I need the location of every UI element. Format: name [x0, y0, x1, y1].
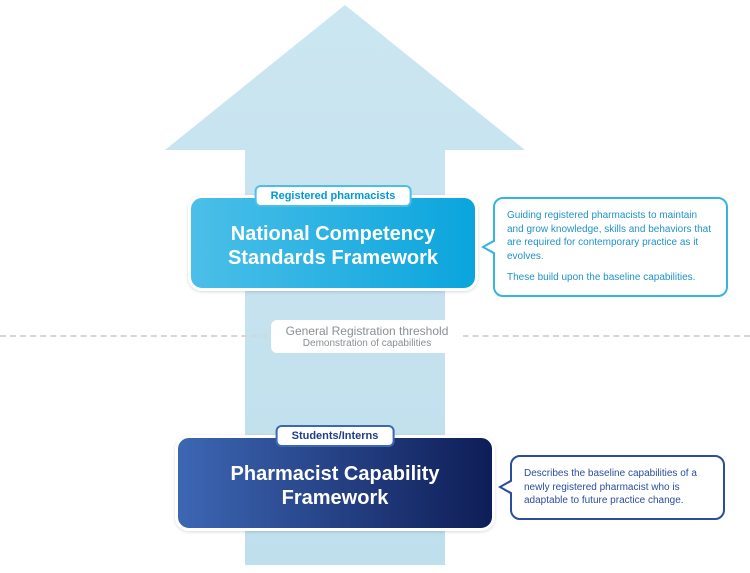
pharmacist-capability-title: Pharmacist Capability Framework: [198, 462, 472, 510]
callout-text: Describes the baseline capabilities of a…: [524, 467, 711, 508]
national-competency-box: Registered pharmacists National Competen…: [188, 195, 478, 291]
callout-tail-icon: [502, 481, 513, 493]
title-line: Pharmacist Capability: [231, 463, 440, 485]
title-line: Standards Framework: [228, 247, 438, 269]
pharmacist-capability-badge: Students/Interns: [276, 425, 395, 447]
title-line: National Competency: [231, 223, 435, 245]
pharmacist-capability-callout: Describes the baseline capabilities of a…: [510, 455, 725, 520]
title-line: Framework: [282, 487, 389, 509]
national-competency-callout: Guiding registered pharmacists to mainta…: [493, 197, 728, 297]
callout-text: These build upon the baseline capabiliti…: [507, 271, 714, 285]
callout-tail-icon: [485, 241, 496, 253]
callout-text: Guiding registered pharmacists to mainta…: [507, 209, 714, 263]
threshold-subtitle: Demonstration of capabilities: [277, 338, 457, 349]
threshold-label: General Registration threshold Demonstra…: [271, 320, 463, 353]
pharmacist-capability-box: Students/Interns Pharmacist Capability F…: [175, 435, 495, 531]
threshold-title: General Registration threshold: [277, 324, 457, 338]
national-competency-title: National Competency Standards Framework: [211, 222, 455, 270]
national-competency-badge: Registered pharmacists: [255, 185, 412, 207]
